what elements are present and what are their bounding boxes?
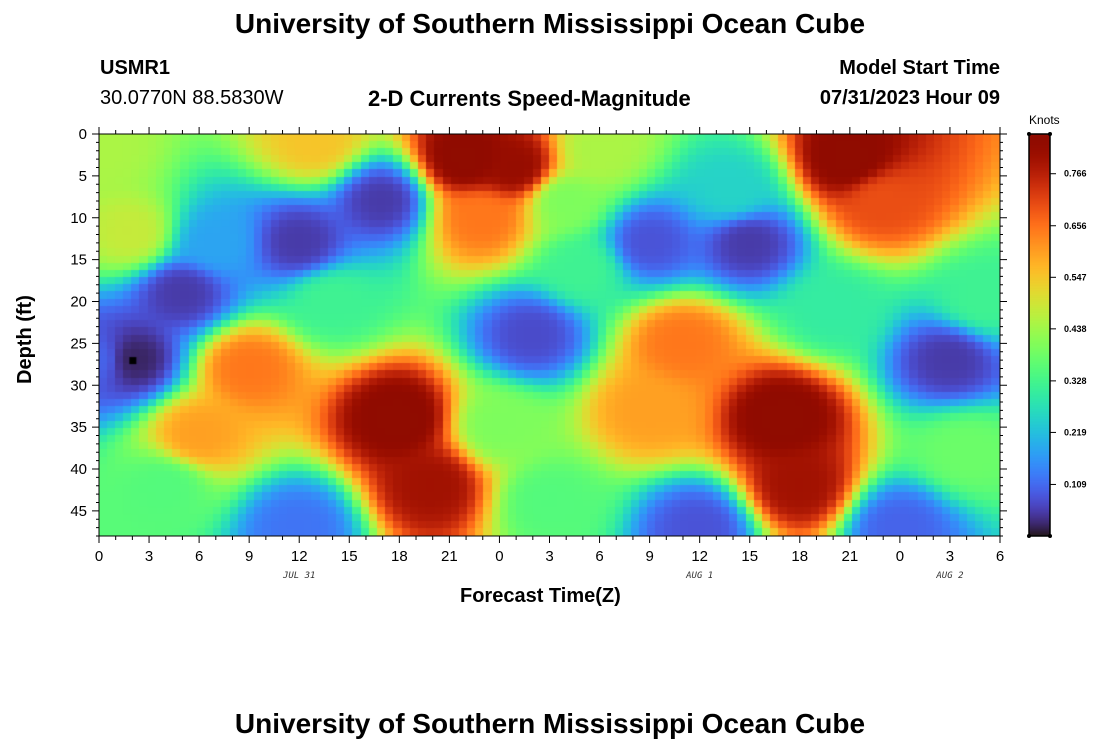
- x-tick-label: 15: [341, 548, 358, 565]
- colorbar-tick-label: 0.766: [1064, 169, 1087, 179]
- colorbar-tick-label: 0.656: [1064, 221, 1087, 231]
- x-tick-label: 3: [946, 548, 954, 565]
- x-tick-label: 6: [996, 548, 1004, 565]
- date-label: AUG 2: [935, 571, 963, 581]
- colorbar-frame: [1028, 133, 1051, 537]
- x-tick-label: 9: [245, 548, 253, 565]
- colorbar-tick-label: 0.328: [1064, 376, 1087, 386]
- x-tick-label: 21: [841, 548, 858, 565]
- colorbar: [1029, 134, 1050, 536]
- date-label: JUL 31: [282, 571, 316, 581]
- colorbar-end-dot: [1048, 132, 1052, 136]
- date-label: AUG 1: [685, 571, 713, 581]
- x-tick-label: 21: [441, 548, 458, 565]
- x-tick-label: 3: [145, 548, 153, 565]
- colorbar-tick-label: 0.109: [1064, 479, 1087, 489]
- colorbar-tick-label: 0.547: [1064, 272, 1087, 282]
- x-tick-label: 0: [896, 548, 904, 565]
- y-tick-label: 0: [79, 126, 87, 143]
- colorbar-tick-label: 0.438: [1064, 324, 1087, 334]
- x-tick-label: 18: [391, 548, 408, 565]
- x-axis-title: Forecast Time(Z): [460, 585, 621, 607]
- colorbar-end-dot: [1048, 534, 1052, 538]
- y-tick-label: 45: [70, 503, 87, 520]
- y-tick-label: 10: [70, 210, 87, 227]
- y-tick-label: 40: [70, 461, 87, 478]
- x-tick-label: 0: [495, 548, 503, 565]
- y-tick-label: 35: [70, 419, 87, 436]
- x-tick-label: 12: [291, 548, 308, 565]
- y-tick-label: 20: [70, 294, 87, 311]
- colorbar-end-dot: [1027, 132, 1031, 136]
- plot-frame: [98, 133, 1001, 537]
- y-tick-label: 15: [70, 252, 87, 269]
- station-id: USMR1: [100, 57, 171, 79]
- colorbar-end-dot: [1027, 534, 1031, 538]
- speed-heatmap: [99, 134, 1000, 536]
- y-tick-label: 25: [70, 335, 87, 352]
- x-tick-label: 18: [791, 548, 808, 565]
- station-coordinates: 30.0770N 88.5830W: [100, 87, 284, 109]
- x-tick-label: 6: [595, 548, 603, 565]
- y-axis-title: Depth (ft): [14, 295, 36, 384]
- x-tick-label: 9: [645, 548, 653, 565]
- page-title: University of Southern Mississippi Ocean…: [234, 8, 866, 39]
- colorbar-tick-label: 0.219: [1064, 427, 1087, 437]
- model-start-label: Model Start Time: [839, 57, 1000, 79]
- footer-title: University of Southern Mississippi Ocean…: [234, 708, 866, 739]
- x-tick-label: 0: [95, 548, 103, 565]
- x-tick-label: 15: [741, 548, 758, 565]
- x-tick-label: 3: [545, 548, 553, 565]
- y-tick-label: 5: [79, 168, 87, 185]
- colorbar-unit-label: Knots: [1029, 113, 1060, 127]
- y-tick-label: 30: [70, 377, 87, 394]
- model-start-value: 07/31/2023 Hour 09: [819, 87, 1000, 109]
- x-tick-label: 6: [195, 548, 203, 565]
- x-tick-label: 12: [691, 548, 708, 565]
- plot-title: 2-D Currents Speed-Magnitude: [368, 86, 691, 111]
